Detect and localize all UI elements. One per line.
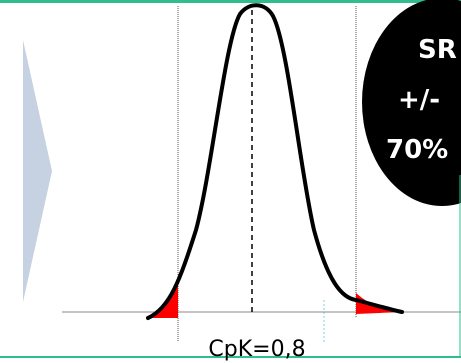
arrow-icon — [23, 40, 52, 302]
sr-badge — [362, 0, 461, 206]
cpk-label: CpK=0,8 — [208, 337, 305, 362]
lower-tail-area — [148, 285, 178, 318]
normal-distribution-curve — [146, 3, 404, 320]
top-accent-line — [0, 0, 461, 3]
bottom-accent-line — [0, 356, 461, 358]
badge-line-2: +/- — [398, 85, 440, 115]
badge-line-1: SR — [418, 35, 457, 65]
upper-tail-area — [356, 293, 402, 314]
badge-line-3: 70% — [386, 135, 448, 165]
